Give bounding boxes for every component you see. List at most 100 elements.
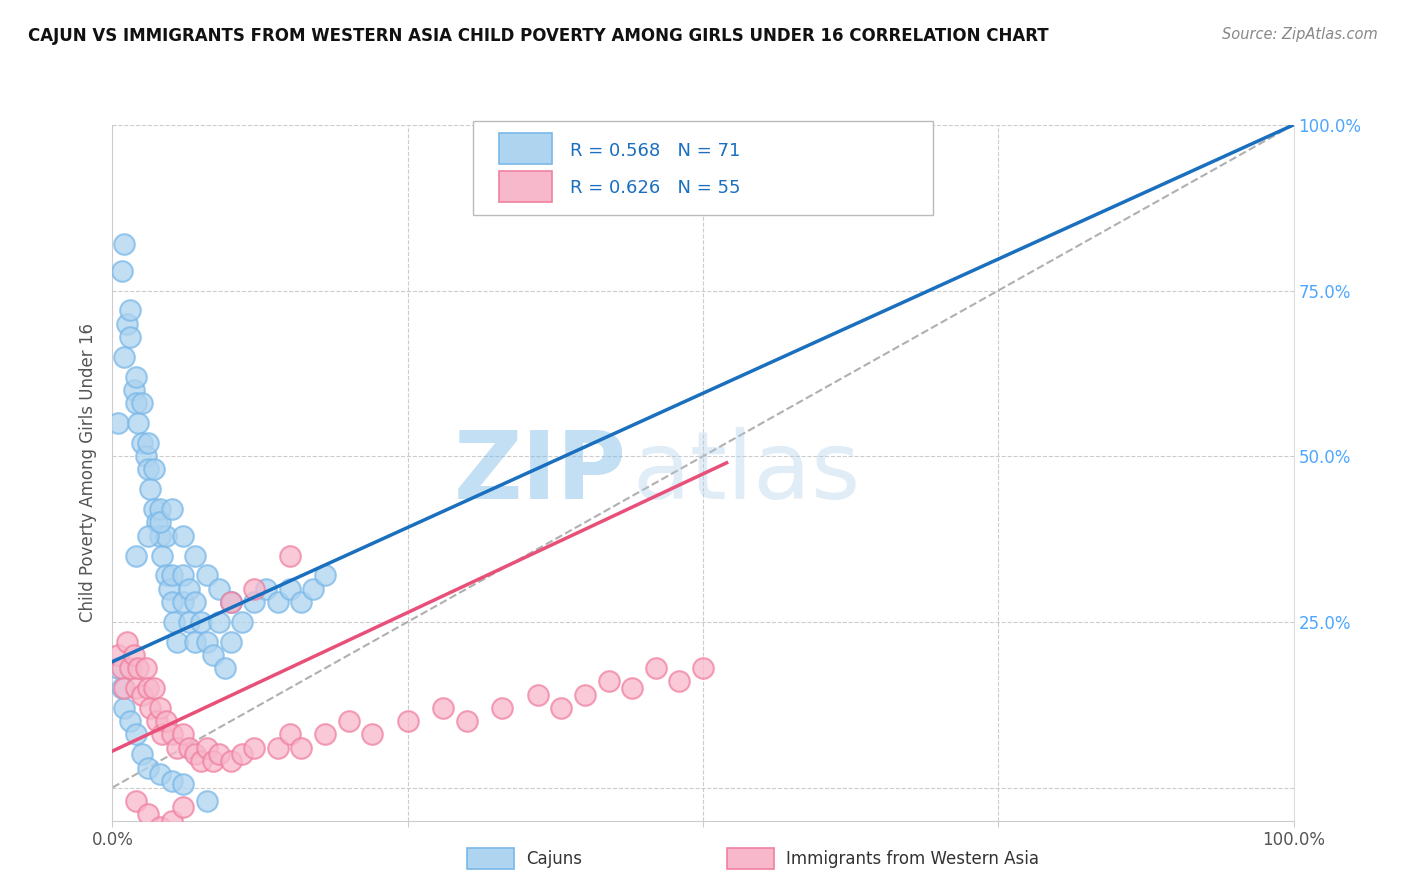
Point: [574, 688, 596, 702]
Point: [120, 714, 142, 729]
Point: [112, 237, 135, 252]
Bar: [499, 133, 551, 164]
Point: [136, 761, 159, 775]
Point: [208, 615, 231, 629]
Point: [195, 568, 218, 582]
Point: [135, 449, 157, 463]
Point: [160, 773, 183, 788]
Point: [491, 701, 513, 715]
Point: [149, 529, 172, 543]
Point: [219, 634, 242, 648]
Point: [195, 740, 218, 755]
Point: [107, 661, 129, 675]
Point: [136, 436, 159, 450]
Point: [125, 369, 148, 384]
Point: [160, 502, 183, 516]
Point: [136, 807, 159, 822]
Point: [219, 754, 242, 768]
Text: ZIP: ZIP: [453, 426, 626, 519]
Point: [267, 595, 290, 609]
Point: [243, 582, 266, 596]
Point: [219, 595, 242, 609]
Point: [139, 483, 162, 497]
Point: [201, 648, 224, 662]
Point: [146, 714, 169, 729]
Point: [208, 747, 231, 762]
Point: [127, 416, 149, 430]
Point: [550, 701, 572, 715]
Point: [111, 263, 134, 277]
Point: [112, 350, 135, 364]
Text: R = 0.626   N = 55: R = 0.626 N = 55: [569, 179, 740, 197]
Point: [142, 502, 165, 516]
Point: [526, 688, 548, 702]
Point: [208, 582, 231, 596]
Point: [172, 595, 194, 609]
Point: [149, 516, 172, 530]
Point: [125, 727, 148, 741]
Point: [107, 416, 129, 430]
Point: [254, 582, 277, 596]
Point: [267, 740, 290, 755]
Point: [120, 661, 142, 675]
Y-axis label: Child Poverty Among Girls Under 16: Child Poverty Among Girls Under 16: [79, 323, 97, 623]
Point: [136, 462, 159, 476]
Point: [179, 740, 201, 755]
Point: [179, 582, 201, 596]
Point: [290, 595, 312, 609]
Point: [131, 436, 153, 450]
Point: [668, 674, 690, 689]
Point: [219, 595, 242, 609]
Point: [131, 396, 153, 410]
Point: [184, 747, 207, 762]
Point: [155, 529, 177, 543]
Text: R = 0.568   N = 71: R = 0.568 N = 71: [569, 142, 740, 160]
Point: [163, 615, 186, 629]
Point: [142, 681, 165, 695]
Point: [160, 727, 183, 741]
Point: [195, 634, 218, 648]
Point: [179, 615, 201, 629]
Point: [231, 615, 253, 629]
Point: [150, 727, 173, 741]
Point: [166, 634, 188, 648]
Point: [432, 701, 454, 715]
Point: [149, 701, 172, 715]
Point: [166, 740, 188, 755]
Point: [125, 396, 148, 410]
Point: [172, 800, 194, 814]
Bar: [727, 848, 773, 870]
Point: [219, 595, 242, 609]
Point: [621, 681, 644, 695]
Point: [150, 549, 173, 563]
Point: [135, 661, 157, 675]
Point: [122, 648, 145, 662]
Point: [172, 529, 194, 543]
Text: CAJUN VS IMMIGRANTS FROM WESTERN ASIA CHILD POVERTY AMONG GIRLS UNDER 16 CORRELA: CAJUN VS IMMIGRANTS FROM WESTERN ASIA CH…: [28, 27, 1049, 45]
Point: [644, 661, 666, 675]
Point: [149, 502, 172, 516]
Point: [142, 462, 165, 476]
Point: [146, 516, 169, 530]
Point: [278, 582, 301, 596]
Point: [231, 747, 253, 762]
Point: [361, 727, 384, 741]
Point: [112, 681, 135, 695]
Point: [125, 681, 148, 695]
Point: [314, 568, 336, 582]
Point: [160, 568, 183, 582]
Point: [456, 714, 478, 729]
Text: Immigrants from Western Asia: Immigrants from Western Asia: [786, 850, 1039, 868]
Bar: [467, 848, 515, 870]
Point: [115, 634, 138, 648]
Point: [201, 754, 224, 768]
Point: [190, 615, 212, 629]
FancyBboxPatch shape: [472, 121, 934, 215]
Point: [127, 661, 149, 675]
Point: [107, 648, 129, 662]
Point: [157, 582, 180, 596]
Point: [111, 661, 134, 675]
Point: [131, 688, 153, 702]
Point: [120, 330, 142, 344]
Point: [396, 714, 419, 729]
